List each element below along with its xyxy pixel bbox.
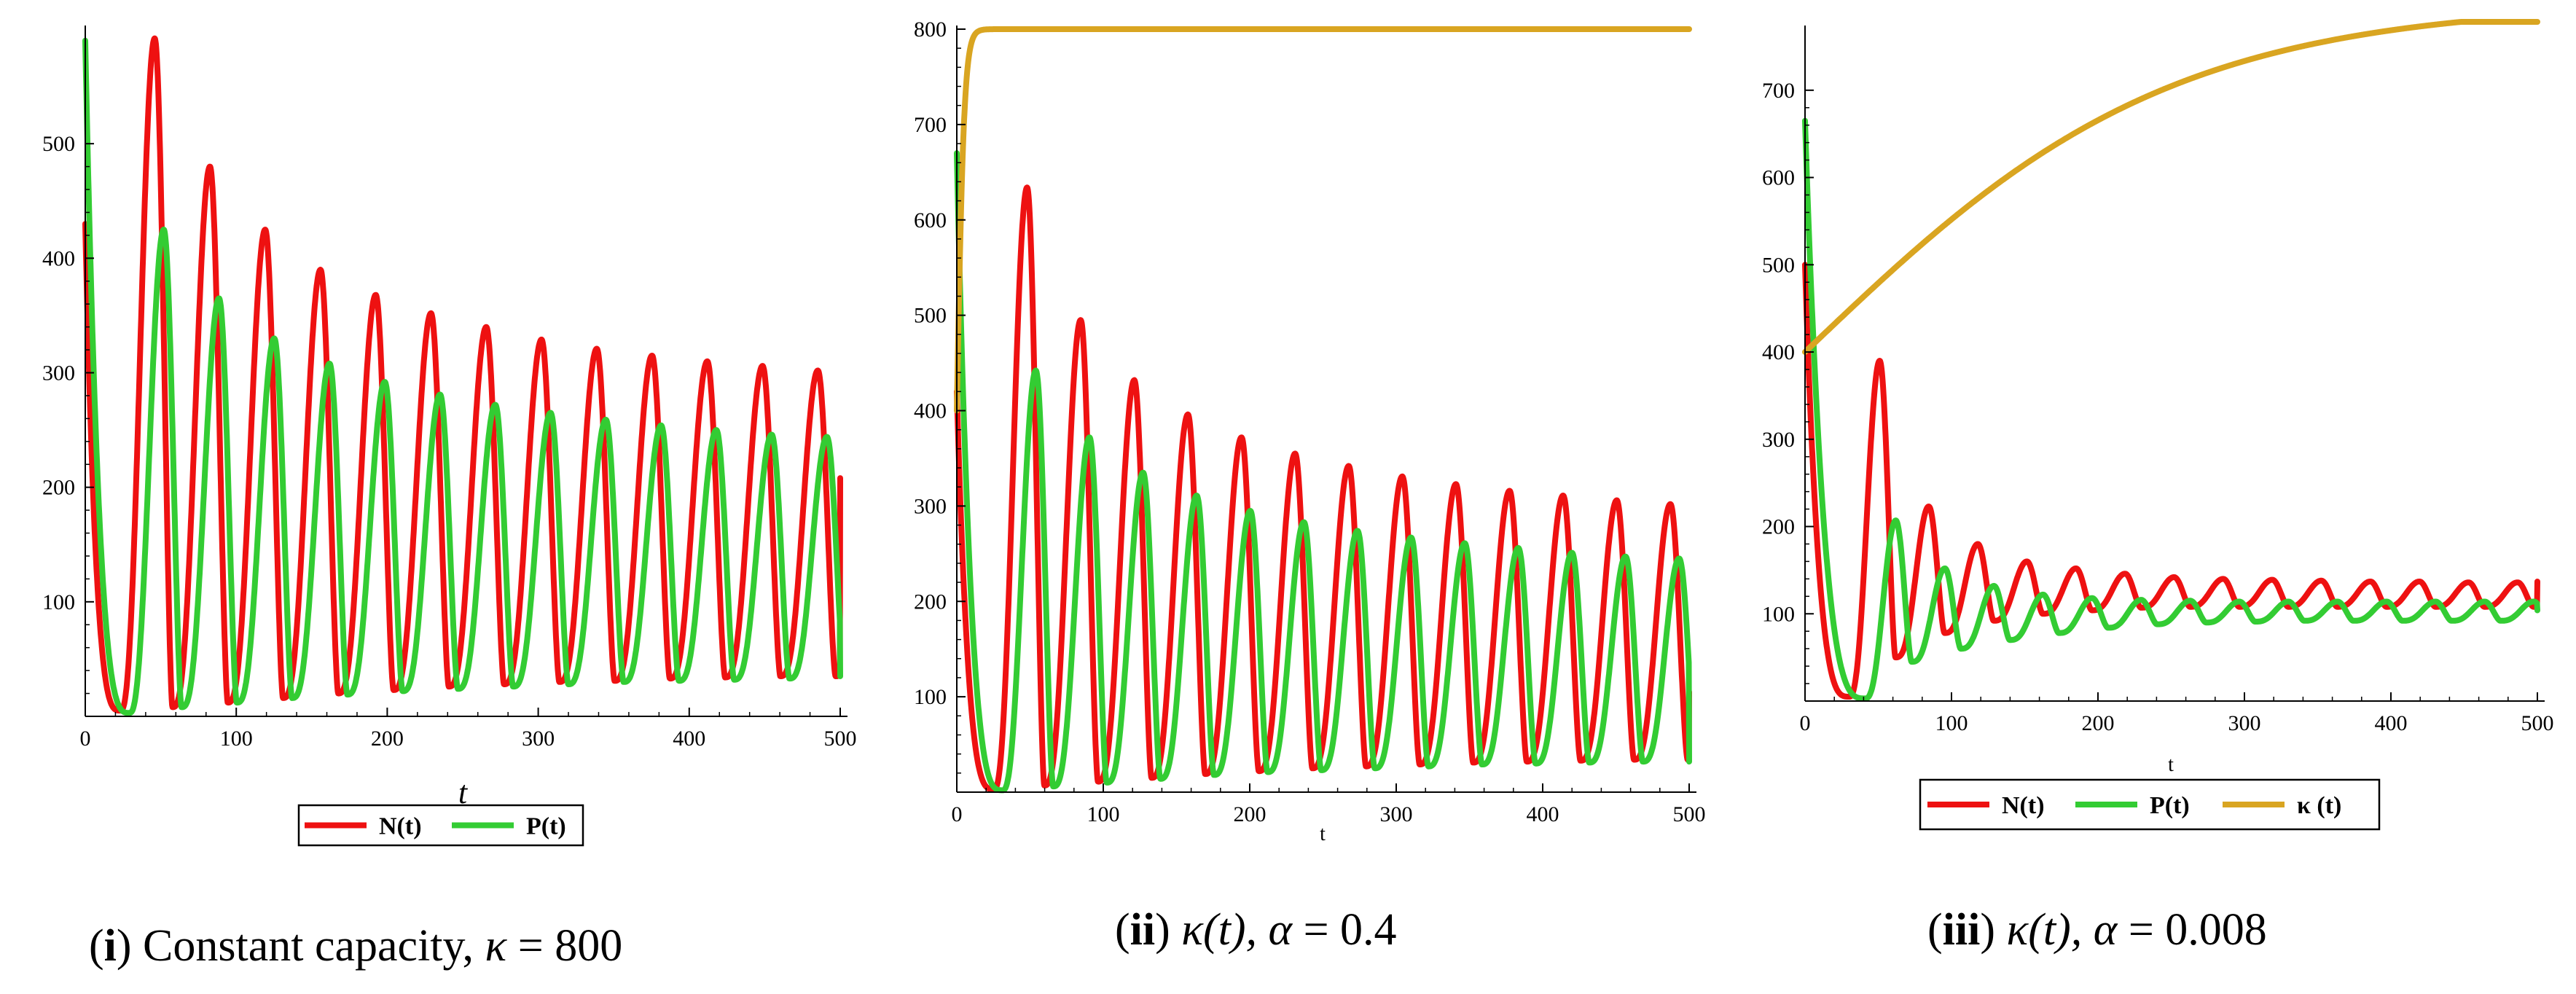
y-tick-label: 400	[1762, 340, 1795, 364]
x-tick-label: 400	[2375, 711, 2408, 735]
y-tick-label: 800	[914, 17, 947, 42]
x-tick-label: 100	[220, 727, 253, 751]
x-axis-title: t	[2168, 754, 2174, 776]
legend-panel-i: N(t) P(t)	[297, 804, 584, 847]
caption-i-rest: = 800	[506, 921, 622, 971]
y-tick-label: 600	[1762, 166, 1795, 190]
y-tick-label: 600	[914, 208, 947, 232]
y-tick-label: 200	[42, 476, 75, 500]
x-tick-label: 100	[1935, 711, 1968, 735]
x-tick-label: 0	[952, 802, 963, 826]
chart-panel-ii: 0 100 200 300 400 500 100 200 300 400 500 600 700 800…	[914, 17, 1706, 845]
x-tick-label: 300	[1380, 802, 1413, 826]
legend-panel-iii: N(t) P(t) κ (t)	[1919, 778, 2381, 831]
caption-ii-num: ii	[1130, 905, 1155, 955]
y-tick-label: 500	[1762, 253, 1795, 277]
x-tick-label: 300	[522, 727, 555, 751]
y-tick-label: 300	[914, 494, 947, 518]
legend-label-n: N(t)	[2002, 792, 2045, 819]
y-tick-label: 400	[914, 399, 947, 423]
series-line-k	[954, 26, 1692, 414]
y-tick-label: 100	[914, 685, 947, 709]
x-tick-label: 100	[1087, 802, 1120, 826]
caption-ii-rest: = 0.4	[1292, 905, 1396, 955]
x-tick-label: 400	[1527, 802, 1559, 826]
series-line-n	[82, 35, 843, 714]
legend-label-p: P(t)	[2150, 792, 2190, 819]
series-line-k	[1802, 19, 2540, 355]
caption-i: (i) Constant capacity, κ = 800	[89, 921, 622, 971]
y-tick-label: 700	[914, 113, 947, 137]
legend-label-k: κ (t)	[2297, 792, 2341, 819]
caption-iii: (iii) κ(t), α = 0.008	[1927, 905, 2267, 955]
chart-panel-i: 0 100 200 300 400 500 100 200 300 400 500 t	[42, 26, 857, 810]
caption-ii-text	[1170, 905, 1182, 955]
caption-i-num: i	[104, 921, 117, 971]
y-tick-label: 700	[1762, 79, 1795, 103]
y-tick-label: 500	[914, 304, 947, 328]
caption-iii-rest: = 0.008	[2117, 905, 2266, 955]
x-tick-label: 300	[2228, 711, 2261, 735]
y-tick-label: 300	[1762, 428, 1795, 452]
y-tick-label: 100	[1762, 602, 1795, 626]
y-tick-label: 100	[42, 590, 75, 614]
legend-label-n: N(t)	[379, 813, 422, 840]
chart-panel-iii: 0 100 200 300 400 500 100 200 300 400 500 600 700 t	[1762, 19, 2554, 776]
x-tick-label: 200	[371, 727, 404, 751]
caption-i-text: Constant capacity,	[132, 921, 485, 971]
caption-i-symbol: κ	[485, 921, 508, 971]
x-tick-label: 500	[2521, 711, 2554, 735]
series-line-n	[954, 184, 1692, 793]
y-tick-label: 200	[1762, 515, 1795, 539]
caption-iii-text	[1995, 905, 2007, 955]
x-tick-label: 0	[80, 727, 91, 751]
x-tick-label: 0	[1800, 711, 1811, 735]
y-tick-label: 300	[42, 361, 75, 386]
x-tick-label: 400	[673, 727, 705, 751]
x-tick-label: 500	[1673, 802, 1706, 826]
x-tick-label: 500	[824, 727, 857, 751]
series-line-n	[1802, 262, 2540, 700]
legend-label-p: P(t)	[526, 813, 566, 840]
x-axis-title: t	[1320, 823, 1326, 845]
y-tick-label: 400	[42, 246, 75, 270]
series-line-p	[954, 150, 1692, 794]
series-line-p	[1802, 117, 2540, 702]
y-tick-label: 500	[42, 132, 75, 156]
x-tick-label: 200	[1234, 802, 1267, 826]
caption-ii-symbol: κ(t), α	[1181, 905, 1293, 955]
caption-iii-num: iii	[1943, 905, 1981, 955]
caption-iii-symbol: κ(t), α	[2007, 905, 2118, 955]
x-axis-title: t	[458, 775, 469, 810]
y-tick-label: 200	[914, 590, 947, 614]
caption-ii: (ii) κ(t), α = 0.4	[1115, 905, 1397, 955]
legend-box	[1919, 778, 2381, 831]
series-line-p	[82, 37, 843, 716]
x-tick-label: 200	[2082, 711, 2115, 735]
